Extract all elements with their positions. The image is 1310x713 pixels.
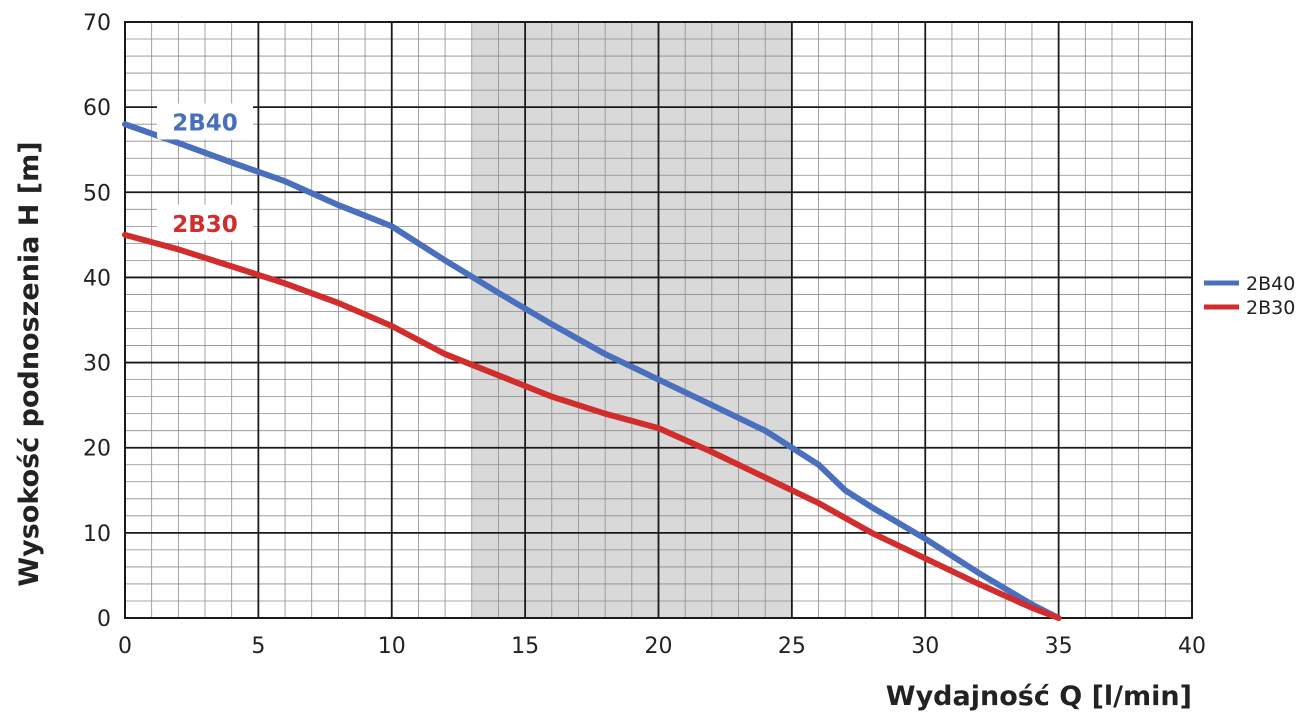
y-tick-label: 50 [83,181,111,206]
x-tick-label: 40 [1178,634,1206,659]
x-tick-label: 20 [645,634,673,659]
x-tick-label: 10 [378,634,406,659]
x-tick-label: 35 [1045,634,1073,659]
series-lines [122,121,1062,621]
y-tick-label: 20 [83,437,111,462]
legend-label-2b40: 2B40 [1246,273,1295,295]
x-tick-label: 0 [118,634,132,659]
y-axis-title: Wysokość podnoszenia H [m] [14,141,45,586]
curve-labels: 2B40 2B30 [157,103,254,241]
y-tick-label: 0 [97,607,111,632]
plot-frame [124,21,1193,619]
y-tick-label: 40 [83,266,111,291]
curve-label-background [157,204,254,241]
series-line-2b30 [122,231,1062,621]
legend-label-2b30: 2B30 [1246,297,1295,319]
tick-labels: 0 5 10 15 20 25 30 35 40 0 10 20 30 40 50 60 70 [83,11,1206,659]
x-tick-label: 5 [251,634,265,659]
y-tick-label: 70 [83,11,111,36]
y-tick-label: 30 [83,352,111,377]
y-tick-label: 60 [83,96,111,121]
curve-label-2b30: 2B30 [172,212,238,238]
series-line-2b40 [122,121,1062,621]
curve-label-2b40: 2B40 [172,110,238,136]
x-axis-title: Wydajność Q [l/min] [886,681,1192,712]
curve-label-background [157,103,254,140]
y-tick-label: 10 [83,522,111,547]
x-tick-label: 15 [511,634,539,659]
x-tick-label: 30 [911,634,939,659]
x-tick-label: 25 [778,634,806,659]
